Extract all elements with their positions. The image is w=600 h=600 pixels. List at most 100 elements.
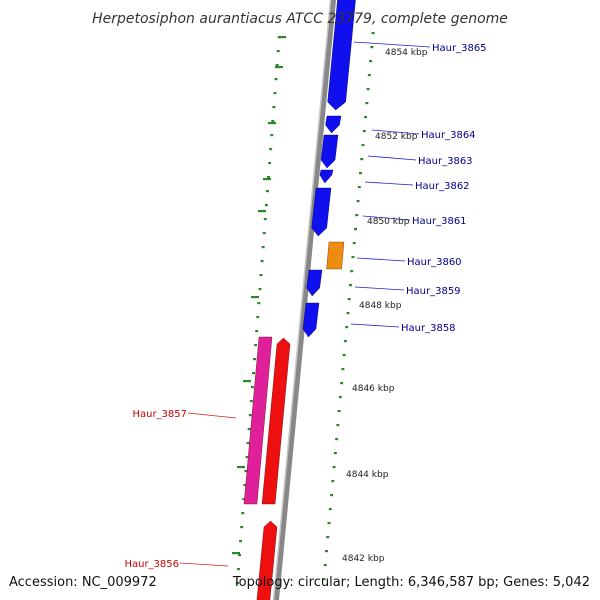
- tick-mark: [369, 60, 373, 63]
- tick-mark: [362, 130, 366, 133]
- gene-Haur_3865[interactable]: [327, 0, 356, 111]
- tick-mark: [263, 218, 267, 221]
- tick-mark: [250, 386, 254, 389]
- tick-mark: [345, 326, 349, 329]
- major-tick-mark: [237, 466, 245, 469]
- major-tick-mark: [243, 380, 251, 383]
- backbone-highlight: [272, 0, 332, 600]
- tick-mark: [322, 578, 326, 581]
- gene-label-Haur_3856[interactable]: Haur_3856: [124, 559, 179, 570]
- tick-mark: [355, 214, 359, 217]
- tick-mark: [340, 382, 344, 385]
- tick-mark: [360, 158, 364, 161]
- tick-mark: [265, 190, 269, 193]
- major-tick-mark: [232, 552, 240, 555]
- genome-summary: Topology: circular; Length: 6,346,587 bp…: [232, 575, 590, 590]
- tick-mark: [271, 120, 275, 123]
- tick-mark: [338, 396, 342, 399]
- gene-Haur_3864[interactable]: [325, 115, 342, 134]
- tick-mark: [341, 368, 345, 371]
- tick-mark: [245, 456, 249, 459]
- tick-mark: [272, 106, 276, 109]
- gene-Haur_3859[interactable]: [306, 269, 323, 297]
- gene-label-Haur_3858[interactable]: Haur_3858: [401, 323, 456, 334]
- gene-features[interactable]: [243, 0, 356, 600]
- gene-label-Haur_3863[interactable]: Haur_3863: [418, 156, 473, 167]
- tick-mark: [346, 312, 350, 315]
- tick-mark: [359, 172, 363, 175]
- tick-mark: [254, 344, 258, 347]
- tick-mark: [326, 536, 330, 539]
- leader-line: [362, 215, 411, 221]
- tick-mark: [240, 526, 244, 529]
- tick-mark: [268, 162, 272, 165]
- gene-Haur_3857[interactable]: [261, 337, 291, 505]
- gene-label-Haur_3865[interactable]: Haur_3865: [432, 43, 487, 54]
- tick-mark: [274, 78, 278, 81]
- tick-mark: [238, 554, 242, 557]
- tick-mark: [350, 270, 354, 273]
- gene-label-Haur_3860[interactable]: Haur_3860: [407, 257, 462, 268]
- leader-line: [356, 257, 406, 262]
- tick-mark: [330, 494, 334, 497]
- tick-mark: [353, 228, 357, 231]
- tick-mark: [356, 200, 360, 203]
- tick-mark: [260, 260, 264, 263]
- gene-feature-magenta[interactable]: [243, 336, 273, 505]
- gene-label-Haur_3859[interactable]: Haur_3859: [406, 286, 461, 297]
- scale-label: 4846 kbp: [352, 384, 395, 394]
- gene-label-Haur_3857[interactable]: Haur_3857: [132, 409, 187, 420]
- tick-mark: [253, 358, 257, 361]
- tick-mark: [244, 470, 248, 473]
- tick-mark: [332, 466, 336, 469]
- gene-label-Haur_3862[interactable]: Haur_3862: [415, 181, 470, 192]
- gene-Haur_3860[interactable]: [326, 241, 345, 270]
- tick-mark: [270, 134, 274, 137]
- tick-marks: [232, 32, 375, 585]
- backbone-line: [273, 0, 337, 600]
- tick-mark: [243, 484, 247, 487]
- major-tick-mark: [275, 66, 283, 69]
- scale-label: 4854 kbp: [385, 48, 428, 58]
- scale-labels: 4854 kbp 4852 kbp 4850 kbp 4848 kbp 4846 kbp…: [342, 48, 428, 564]
- leader-line: [364, 181, 414, 186]
- gene-labels: Haur_3865 Haur_3864 Haur_3863 Haur_3862 Haur…: [124, 41, 487, 570]
- leader-line: [353, 41, 431, 48]
- tick-mark: [264, 204, 268, 207]
- tick-mark: [367, 74, 371, 77]
- scale-label: 4850 kbp: [367, 217, 410, 227]
- gene-Haur_3862[interactable]: [319, 169, 334, 184]
- leader-line: [187, 412, 237, 419]
- gene-Haur_3861[interactable]: [311, 187, 332, 237]
- scale-label: 4842 kbp: [342, 554, 385, 564]
- tick-mark: [256, 316, 260, 319]
- tick-mark: [247, 428, 251, 431]
- tick-mark: [365, 102, 369, 105]
- gene-Haur_3863[interactable]: [320, 134, 339, 169]
- tick-mark: [248, 414, 252, 417]
- gene-Haur_3858[interactable]: [302, 302, 320, 338]
- tick-mark: [249, 400, 253, 403]
- tick-mark: [323, 564, 327, 567]
- tick-mark: [335, 438, 339, 441]
- tick-mark: [261, 246, 265, 249]
- tick-mark: [337, 410, 341, 413]
- tick-mark: [239, 540, 243, 543]
- gene-label-Haur_3861[interactable]: Haur_3861: [412, 216, 467, 227]
- tick-mark: [275, 64, 279, 67]
- major-tick-mark: [278, 36, 286, 39]
- tick-mark: [255, 330, 259, 333]
- tick-mark: [342, 354, 346, 357]
- leader-line: [371, 129, 420, 135]
- tick-mark: [258, 288, 262, 291]
- tick-mark: [370, 46, 374, 49]
- tick-mark: [331, 480, 335, 483]
- gene-Haur_3856[interactable]: [256, 520, 278, 600]
- scale-label: 4852 kbp: [375, 132, 418, 142]
- tick-mark: [361, 144, 365, 147]
- tick-mark: [352, 242, 356, 245]
- tick-mark: [357, 186, 361, 189]
- gene-label-Haur_3864[interactable]: Haur_3864: [421, 130, 476, 141]
- tick-mark: [257, 302, 261, 305]
